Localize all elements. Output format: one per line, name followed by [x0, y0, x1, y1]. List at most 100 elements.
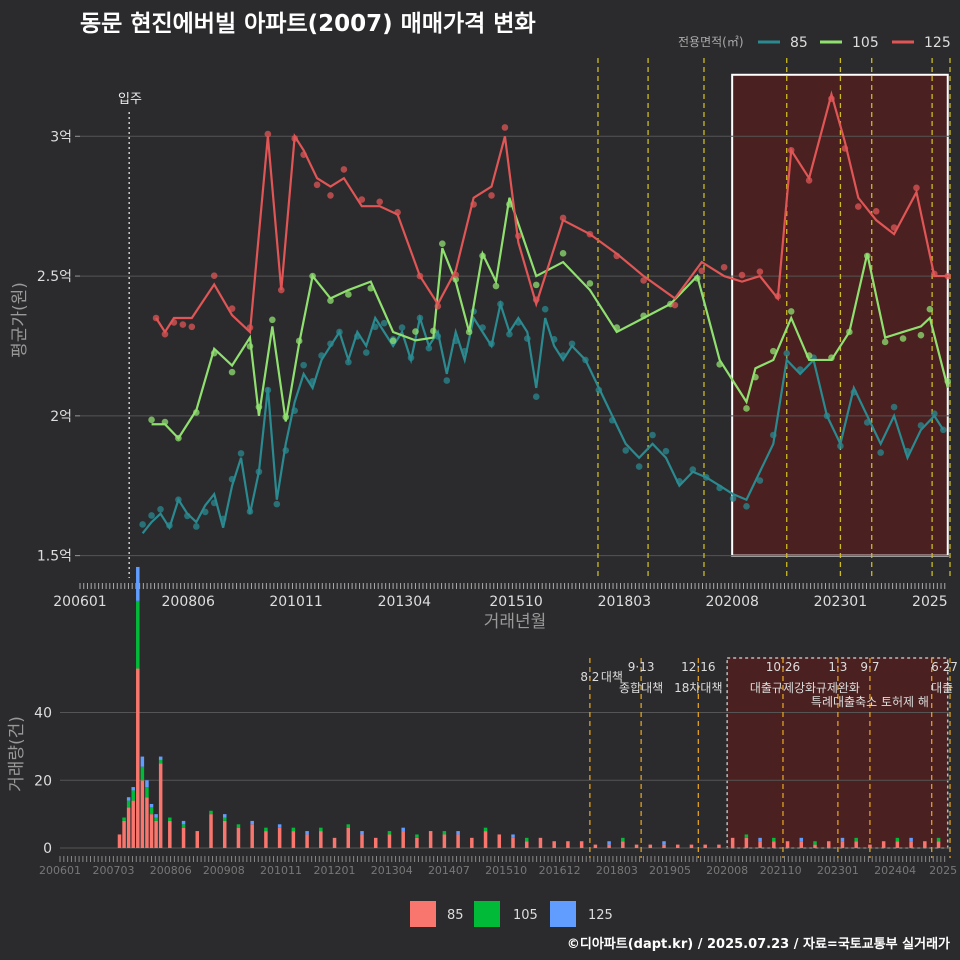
- volume-bar-85: [799, 841, 804, 848]
- scatter-point-105: [148, 416, 155, 424]
- policy-label-date: 9·13: [628, 660, 655, 674]
- volume-legend-swatch-105: [474, 901, 500, 927]
- volume-bar-125: [140, 756, 145, 767]
- volume-legend-label-85: 85: [447, 908, 464, 923]
- volume-bar-105: [442, 831, 447, 835]
- x-tick-label: 202301: [814, 594, 867, 610]
- scatter-point-105: [917, 331, 925, 339]
- scatter-point-85: [877, 449, 884, 456]
- volume-bar-85: [758, 841, 762, 848]
- volume-bar-85: [264, 831, 268, 848]
- volume-x-tick-label: 200601: [39, 864, 81, 877]
- scatter-point-105: [439, 240, 446, 248]
- volume-y-tick-label: 40: [34, 706, 52, 722]
- scatter-point-125: [872, 208, 880, 215]
- volume-x-tick-label: 200703: [93, 864, 135, 877]
- volume-x-tick-label: 201510: [485, 864, 527, 877]
- volume-bar-105: [131, 790, 135, 801]
- volume-bar-125: [305, 831, 309, 835]
- volume-x-tick-label: 2025: [929, 864, 957, 877]
- scatter-point-105: [412, 328, 419, 335]
- volume-bar-85: [923, 841, 927, 848]
- scatter-point-105: [586, 280, 594, 287]
- volume-x-tick-label: 200908: [203, 864, 245, 877]
- volume-bar-85: [826, 841, 831, 848]
- scatter-point-85: [148, 512, 155, 519]
- volume-bar-105: [149, 807, 154, 815]
- scatter-point-85: [192, 523, 200, 530]
- policy-label-date: 12·16: [681, 660, 715, 674]
- scatter-point-105: [345, 291, 352, 298]
- scatter-point-125: [313, 181, 321, 189]
- volume-bar-125: [145, 780, 149, 788]
- volume-bar-85: [332, 837, 337, 848]
- legend-label-125: 125: [924, 35, 951, 51]
- policy-label-text: 규제완화: [816, 681, 860, 695]
- series-line-105: [151, 197, 949, 440]
- volume-bar-85: [305, 834, 309, 848]
- x-tick-label: 201510: [489, 594, 542, 610]
- volume-bar-85: [868, 844, 872, 848]
- volume-bar-85: [538, 837, 543, 848]
- scatter-point-105: [228, 368, 236, 376]
- volume-bar-85: [149, 814, 154, 848]
- volume-bar-125: [401, 827, 405, 832]
- volume-bar-105: [264, 827, 268, 832]
- volume-bar-125: [250, 820, 254, 825]
- volume-bar-105: [222, 817, 227, 821]
- volume-bar-125: [131, 787, 135, 791]
- scatter-point-125: [738, 271, 746, 279]
- scatter-point-85: [622, 447, 630, 454]
- source-footer: ©디아파트(dapt.kr) / 2025.07.23 / 자료=국토교통부 실…: [566, 937, 950, 952]
- volume-legend-swatch-85: [410, 901, 436, 927]
- volume-y-tick-label: 20: [34, 773, 52, 789]
- price-chart: 전용면적(㎡) 85 105 125 평균가(원) 거래년월 입주 1.5억 2억…: [10, 35, 952, 632]
- policy-label-text: 18차대책: [674, 680, 722, 695]
- volume-bar-125: [136, 566, 140, 601]
- volume-bar-85: [470, 837, 474, 848]
- volume-bar-85: [122, 820, 126, 848]
- scatter-point-125: [340, 166, 348, 173]
- scatter-point-85: [649, 431, 656, 439]
- scatter-point-85: [273, 500, 281, 508]
- volume-bar-85: [181, 827, 186, 848]
- x-axis-label: 거래년월: [484, 612, 547, 632]
- volume-bar-85: [442, 834, 447, 848]
- series-line-125: [155, 90, 948, 335]
- volume-bar-125: [360, 831, 364, 835]
- volume-bar-105: [346, 824, 351, 828]
- x-tick-label: 200806: [162, 594, 216, 610]
- volume-bar-85: [456, 834, 460, 848]
- volume-x-tick-label: 202110: [760, 864, 802, 877]
- volume-x-tick-label: 201905: [649, 864, 691, 877]
- scatter-point-85: [541, 305, 549, 313]
- volume-bar-105: [854, 837, 858, 842]
- policy-label-text: 종합대책: [619, 680, 663, 695]
- x-tick-label: 201304: [378, 594, 432, 610]
- scatter-point-125: [264, 130, 272, 138]
- volume-bar-85: [401, 831, 405, 848]
- volume-bar-85: [158, 763, 163, 848]
- volume-bar-85: [593, 844, 598, 848]
- volume-bar-85: [428, 831, 433, 848]
- y-tick-label: 3억: [50, 129, 72, 145]
- scatter-point-105: [881, 338, 889, 346]
- volume-x-tick-label: 201612: [539, 864, 581, 877]
- scatter-point-105: [926, 305, 934, 313]
- volume-bar-125: [607, 841, 611, 845]
- volume-bar-125: [456, 831, 460, 835]
- scatter-point-105: [532, 281, 540, 289]
- volume-bar-85: [277, 827, 282, 848]
- scatter-point-85: [362, 349, 370, 356]
- scatter-point-105: [269, 316, 276, 324]
- y-tick-label: 1.5억: [37, 549, 72, 565]
- policy-label-date: 9·7: [860, 660, 879, 674]
- volume-bar-105: [154, 817, 158, 821]
- volume-legend-label-125: 125: [588, 908, 613, 923]
- y-axis-label: 평균가(원): [10, 282, 30, 358]
- volume-bar-105: [136, 600, 140, 669]
- volume-bar-105: [181, 824, 186, 828]
- policy-label-text: 특례대출축소 토허제 해: [811, 695, 929, 709]
- volume-bar-85: [895, 841, 900, 848]
- volume-bar-85: [373, 837, 378, 848]
